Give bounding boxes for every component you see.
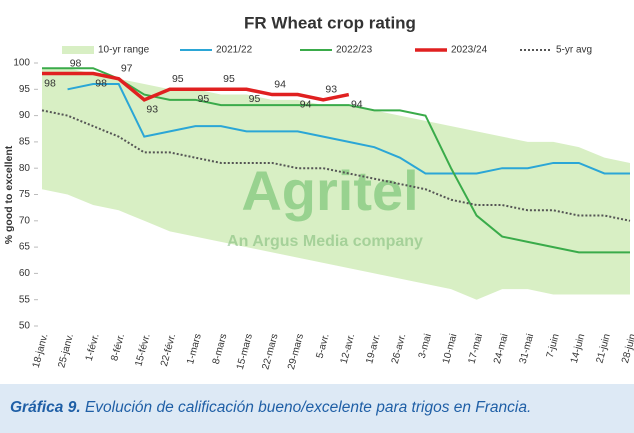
data-label: 97	[121, 63, 133, 75]
y-axis-label: % good to excellent	[3, 145, 15, 244]
x-tick-label: 14-juin	[569, 333, 587, 365]
data-label: 93	[325, 84, 337, 96]
x-tick-label: 22-févr.	[159, 333, 178, 368]
legend-label: 2021/22	[216, 45, 253, 56]
caption: Gráfica 9. Evolución de calificación bue…	[0, 384, 634, 433]
y-tick-label: 70	[19, 215, 31, 226]
caption-text: Evolución de calificación bueno/excelent…	[84, 399, 532, 416]
legend-label: 5-yr avg	[556, 45, 592, 56]
y-tick-label: 50	[19, 321, 31, 332]
data-label: 98	[95, 77, 107, 89]
watermark: Agritel	[241, 159, 418, 222]
data-label: 95	[249, 93, 261, 105]
data-label: 95	[172, 73, 184, 85]
x-tick-label: 10-mai	[441, 333, 460, 365]
x-tick-label: 26-avr.	[390, 333, 409, 365]
data-label: 94	[351, 98, 363, 110]
x-tick-label: 7-juin	[545, 333, 562, 359]
series-line	[42, 67, 630, 254]
legend-label: 10-yr range	[98, 45, 150, 56]
series-line	[42, 71, 350, 102]
y-tick-label: 75	[19, 189, 31, 200]
x-tick-label: 28-juin	[620, 333, 634, 365]
data-label: 93	[146, 104, 158, 116]
chart-title: FR Wheat crop rating	[244, 13, 416, 32]
x-tick-label: 15-mars	[235, 333, 255, 371]
x-tick-label: 21-juin	[594, 333, 612, 365]
x-tick-label: 12-avr.	[339, 333, 358, 365]
x-tick-label: 3-mai	[417, 333, 434, 360]
x-tick-label: 15-févr.	[133, 333, 152, 368]
x-tick-label: 1-mars	[185, 333, 204, 366]
data-label: 94	[274, 78, 286, 90]
legend-swatch	[62, 46, 94, 54]
y-tick-label: 85	[19, 137, 31, 148]
y-tick-label: 55	[19, 294, 31, 305]
x-tick-label: 1-févr.	[84, 333, 102, 363]
y-tick-label: 90	[19, 110, 31, 121]
x-tick-label: 8-mars	[211, 333, 230, 366]
range-area	[42, 68, 630, 300]
data-label: 98	[70, 57, 82, 69]
legend-label: 2023/24	[451, 45, 488, 56]
watermark-sub: An Argus Media company	[227, 233, 423, 250]
x-tick-label: 31-mai	[518, 333, 537, 365]
x-tick-label: 17-mai	[467, 333, 486, 365]
x-tick-label: 29-mars	[286, 333, 306, 371]
x-tick-label: 19-avr.	[364, 333, 383, 365]
chart: FR Wheat crop rating % good to excellent…	[3, 13, 634, 371]
y-tick-label: 65	[19, 242, 31, 253]
caption-label: Gráfica 9.	[10, 399, 81, 416]
y-tick-label: 100	[13, 58, 30, 69]
y-tick-label: 95	[19, 84, 31, 95]
y-tick-label: 60	[19, 268, 31, 279]
data-label: 98	[44, 77, 56, 89]
data-label: 94	[300, 98, 312, 110]
series-line	[41, 109, 631, 222]
data-label: 95	[223, 73, 235, 85]
series-line	[67, 83, 630, 175]
legend-label: 2022/23	[336, 45, 373, 56]
x-tick-label: 5-avr.	[315, 333, 332, 360]
x-tick-label: 22-mars	[260, 333, 280, 371]
x-tick-label: 24-mai	[492, 333, 511, 365]
data-label: 95	[198, 93, 210, 105]
x-tick-label: 18-janv.	[31, 333, 51, 370]
y-tick-label: 80	[19, 163, 31, 174]
x-tick-label: 25-janv.	[56, 333, 76, 370]
x-tick-label: 8-févr.	[109, 333, 127, 363]
